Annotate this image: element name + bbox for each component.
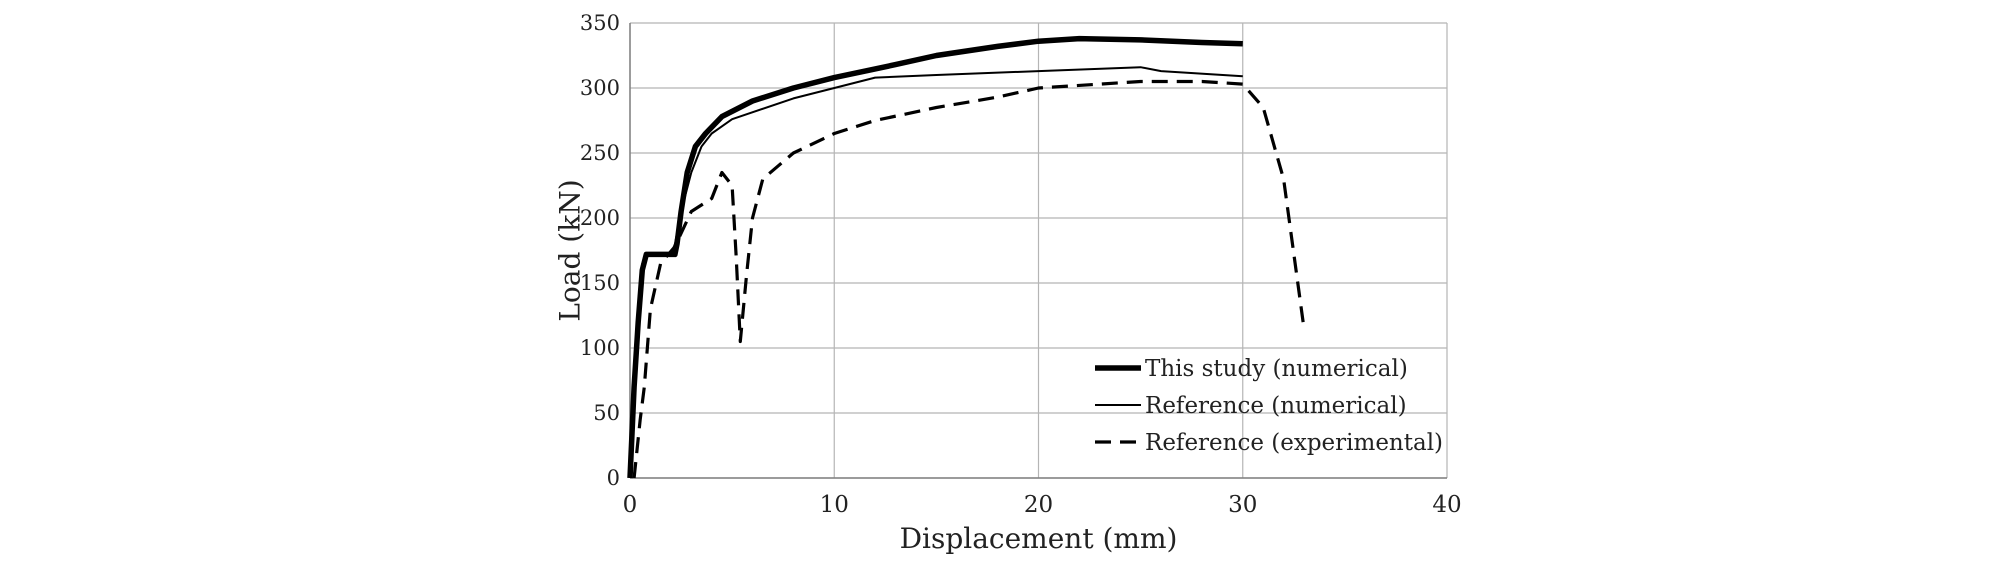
legend-label: This study (numerical) xyxy=(1145,356,1408,382)
series-line-3 xyxy=(632,79,1306,479)
legend-label: Reference (numerical) xyxy=(1145,393,1407,419)
grid-lines xyxy=(629,22,1448,479)
x-tick-label: 40 xyxy=(1432,492,1461,518)
legend-entry: Reference (numerical) xyxy=(1095,393,1407,419)
series-group xyxy=(627,35,1306,479)
legend-label: Reference (experimental) xyxy=(1145,430,1443,456)
y-tick-label: 100 xyxy=(580,336,620,360)
y-tick-label: 200 xyxy=(580,206,620,230)
legend-entry: Reference (experimental) xyxy=(1095,430,1443,456)
y-tick-label: 0 xyxy=(607,466,620,490)
x-tick-label: 30 xyxy=(1228,492,1257,518)
y-tick-label: 250 xyxy=(580,141,620,165)
y-tick-label: 300 xyxy=(580,76,620,100)
series-line-2 xyxy=(629,66,1243,479)
legend: This study (numerical) Reference (numeric… xyxy=(1095,356,1443,456)
axis-labels: Displacement (mm) Load (kN) xyxy=(554,179,1178,555)
y-tick-label: 50 xyxy=(593,401,620,425)
legend-entry: This study (numerical) xyxy=(1095,356,1408,382)
x-tick-label: 10 xyxy=(820,492,849,518)
y-axis-label: Load (kN) xyxy=(554,179,587,321)
x-tick-label: 20 xyxy=(1024,492,1053,518)
y-tick-label: 150 xyxy=(580,271,620,295)
x-axis-label: Displacement (mm) xyxy=(900,522,1178,555)
x-tick-label: 0 xyxy=(623,492,638,518)
y-tick-label: 350 xyxy=(580,11,620,35)
axes: 0 50 100 150 200 250 300 350 0 10 20 30 40 xyxy=(580,11,1462,518)
